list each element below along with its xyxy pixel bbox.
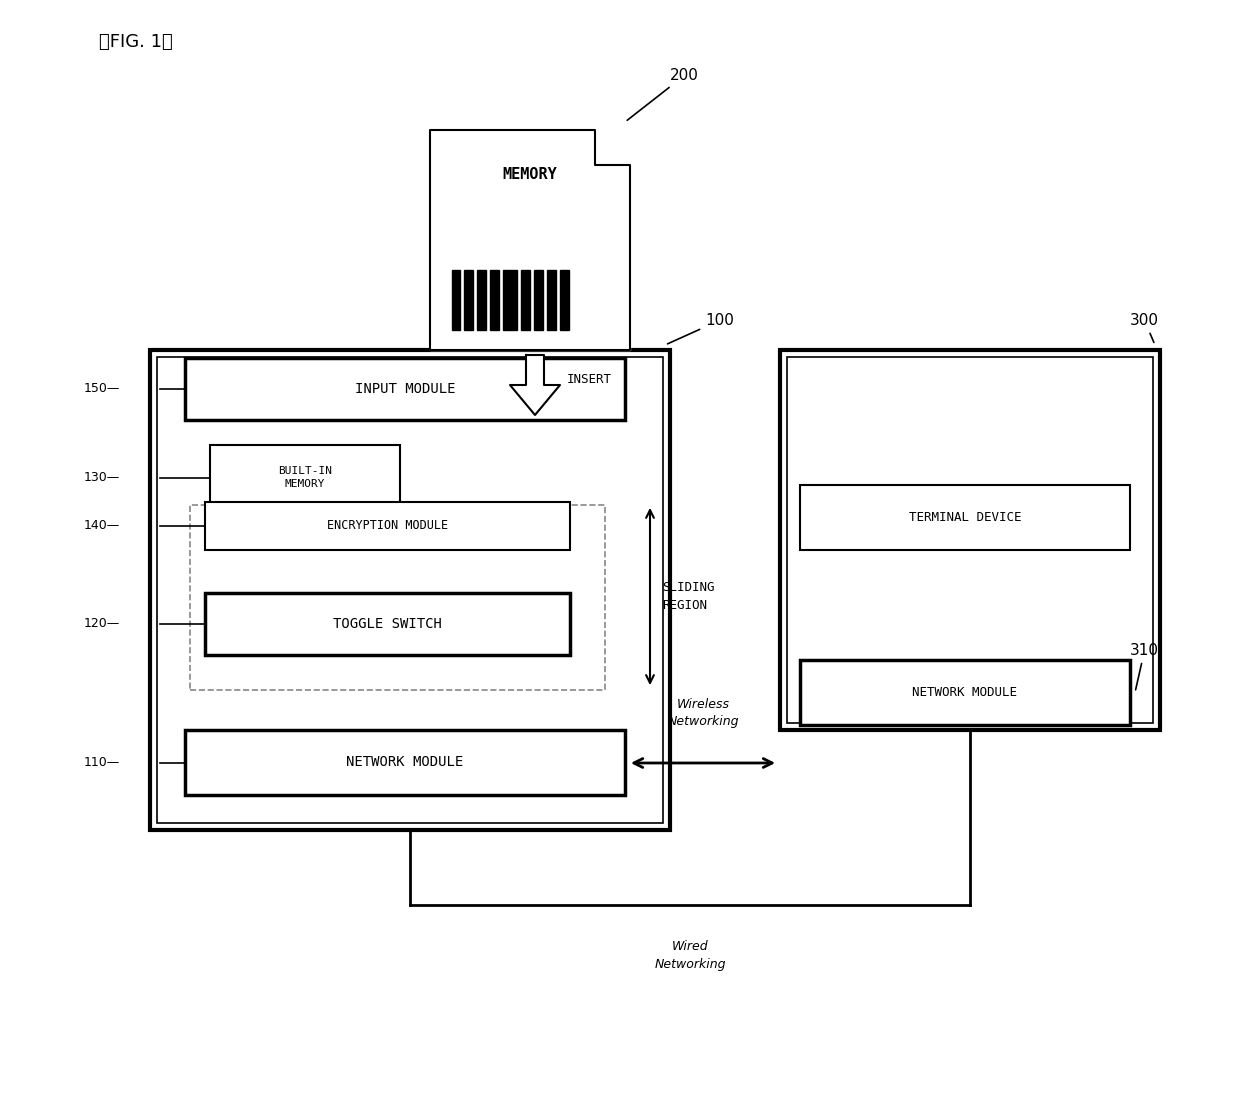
Bar (780, 350, 1159, 730)
Bar (205, 593, 570, 655)
Bar (157, 357, 663, 823)
Bar (210, 445, 401, 509)
Bar (190, 505, 605, 690)
Text: 110—: 110— (84, 757, 120, 769)
Bar (150, 350, 670, 830)
Bar (547, 270, 556, 330)
Bar (560, 270, 569, 330)
Text: TOGGLE SWITCH: TOGGLE SWITCH (334, 617, 441, 630)
Text: BUILT-IN
MEMORY: BUILT-IN MEMORY (278, 466, 332, 490)
Bar (205, 502, 570, 549)
Bar (800, 485, 1130, 549)
Bar (464, 270, 472, 330)
Text: 310: 310 (1130, 643, 1159, 689)
Bar (800, 660, 1130, 725)
Text: 【FIG. 1】: 【FIG. 1】 (99, 33, 172, 51)
Text: INSERT: INSERT (567, 373, 613, 386)
Text: SLIDING
REGION: SLIDING REGION (662, 581, 714, 612)
Polygon shape (510, 355, 560, 415)
Text: 200: 200 (627, 68, 699, 120)
Text: 150—: 150— (83, 383, 120, 395)
Bar (185, 359, 625, 420)
Bar (534, 270, 543, 330)
Text: Wireless
Networking: Wireless Networking (667, 697, 739, 728)
Text: NETWORK MODULE: NETWORK MODULE (346, 756, 464, 769)
Text: ENCRYPTION MODULE: ENCRYPTION MODULE (327, 519, 448, 533)
Bar (453, 270, 460, 330)
Bar (185, 730, 625, 795)
Polygon shape (430, 130, 630, 350)
Bar (503, 270, 517, 330)
Text: MEMORY: MEMORY (502, 168, 557, 182)
Bar (490, 270, 498, 330)
Text: Wired
Networking: Wired Networking (655, 940, 725, 971)
Text: 130—: 130— (84, 472, 120, 484)
Text: 120—: 120— (84, 617, 120, 630)
Text: TERMINAL DEVICE: TERMINAL DEVICE (909, 511, 1022, 524)
Bar (477, 270, 486, 330)
Text: INPUT MODULE: INPUT MODULE (355, 382, 455, 396)
Text: 300: 300 (1130, 313, 1159, 343)
Text: 100: 100 (667, 313, 734, 344)
Bar (521, 270, 529, 330)
Text: 140—: 140— (84, 519, 120, 533)
Bar (787, 357, 1153, 723)
Text: NETWORK MODULE: NETWORK MODULE (913, 686, 1018, 699)
